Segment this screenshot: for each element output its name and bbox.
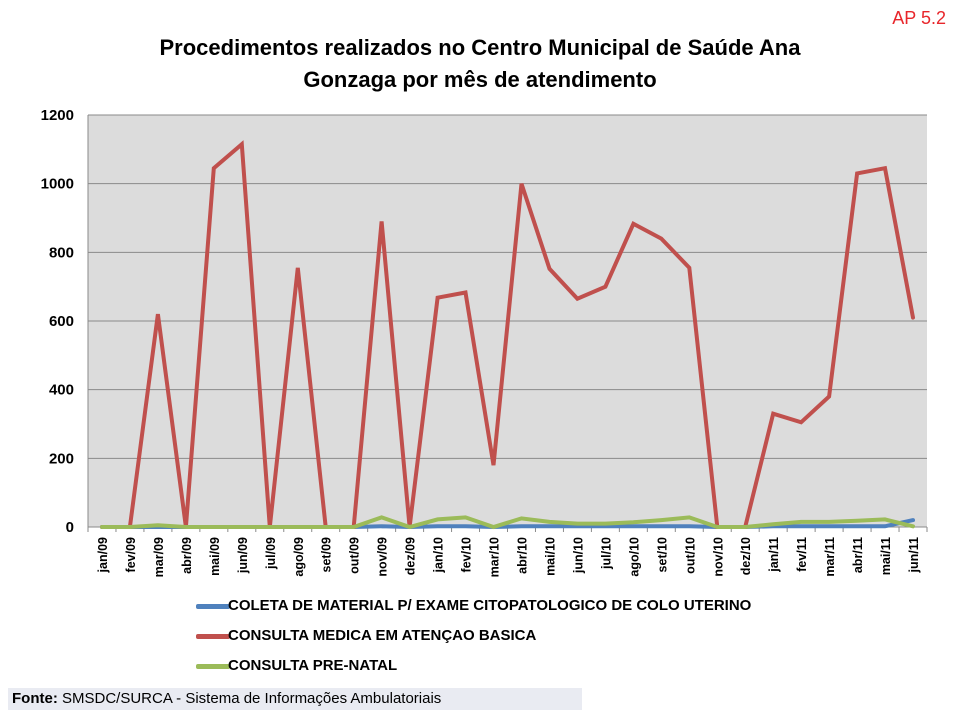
x-tick-label: fev/09: [124, 537, 138, 572]
legend-swatch: [196, 664, 230, 669]
corner-tag: AP 5.2: [892, 8, 946, 28]
source-label: Fonte:: [12, 690, 58, 707]
x-tick-label: mar/11: [823, 537, 837, 577]
legend-label: COLETA DE MATERIAL P/ EXAME CITOPATOLOGI…: [228, 597, 752, 614]
x-tick-label: out/10: [683, 537, 697, 574]
x-tick-label: jan/09: [96, 537, 110, 573]
y-tick-label: 800: [49, 244, 74, 261]
y-tick-label: 0: [66, 519, 74, 536]
x-tick-label: jul/10: [599, 537, 613, 570]
x-tick-label: ago/09: [292, 537, 306, 577]
source-text: SMSDC/SURCA - Sistema de Informações Amb…: [62, 690, 442, 707]
x-tick-label: jul/09: [264, 537, 278, 570]
series-line-2: [100, 140, 915, 529]
x-tick-label: mar/10: [488, 537, 502, 577]
chart-title-line-1: Procedimentos realizados no Centro Munic…: [159, 35, 801, 60]
x-tick-label: jan/11: [767, 537, 781, 573]
x-tick-label: ago/10: [627, 537, 641, 577]
series-line-3: [100, 515, 915, 530]
legend-label: CONSULTA MEDICA EM ATENÇAO BASICA: [228, 627, 537, 644]
x-tick-label: jun/11: [907, 537, 921, 573]
x-tick-label: fev/11: [795, 537, 809, 572]
x-tick-label: jun/10: [571, 537, 585, 574]
legend-swatch: [196, 634, 230, 639]
x-tick-label: dez/10: [739, 537, 753, 575]
x-tick-label: jun/09: [236, 537, 250, 574]
y-tick-label: 1200: [41, 107, 74, 124]
line-chart: 0 200 400 600 800 1000 1200 jan/09 fev/09 mar/09 a…: [41, 107, 928, 577]
source-note: Fonte: SMSDC/SURCA - Sistema de Informaç…: [8, 688, 582, 710]
x-tick-label: nov/10: [711, 537, 725, 577]
legend-swatch: [196, 604, 230, 609]
y-tick-label: 1000: [41, 176, 74, 193]
x-tick-label: mai/09: [208, 537, 222, 576]
chart-title: Procedimentos realizados no Centro Munic…: [100, 32, 860, 96]
x-tick-label: abr/10: [515, 537, 529, 574]
chart-title-line-2: Gonzaga por mês de atendimento: [303, 67, 657, 92]
x-tick-label: set/09: [320, 537, 334, 572]
x-tick-label: fev/10: [460, 537, 474, 572]
x-tick-label: mar/09: [152, 537, 166, 577]
x-tick-label: mai/11: [879, 537, 893, 575]
x-tick-label: out/09: [348, 537, 362, 574]
y-tick-label: 600: [49, 313, 74, 330]
x-tick-label: mai/10: [543, 537, 557, 576]
y-tick-label: 400: [49, 382, 74, 399]
y-tick-label: 200: [49, 450, 74, 467]
x-tick-label: nov/09: [376, 537, 390, 577]
x-tick-label: abr/09: [180, 537, 194, 574]
legend-label: CONSULTA PRE-NATAL: [228, 657, 398, 674]
x-tick-label: abr/11: [851, 537, 865, 573]
x-tick-label: dez/09: [404, 537, 418, 575]
x-tick-label: set/10: [655, 537, 669, 572]
x-tick-label: jan/10: [432, 537, 446, 573]
